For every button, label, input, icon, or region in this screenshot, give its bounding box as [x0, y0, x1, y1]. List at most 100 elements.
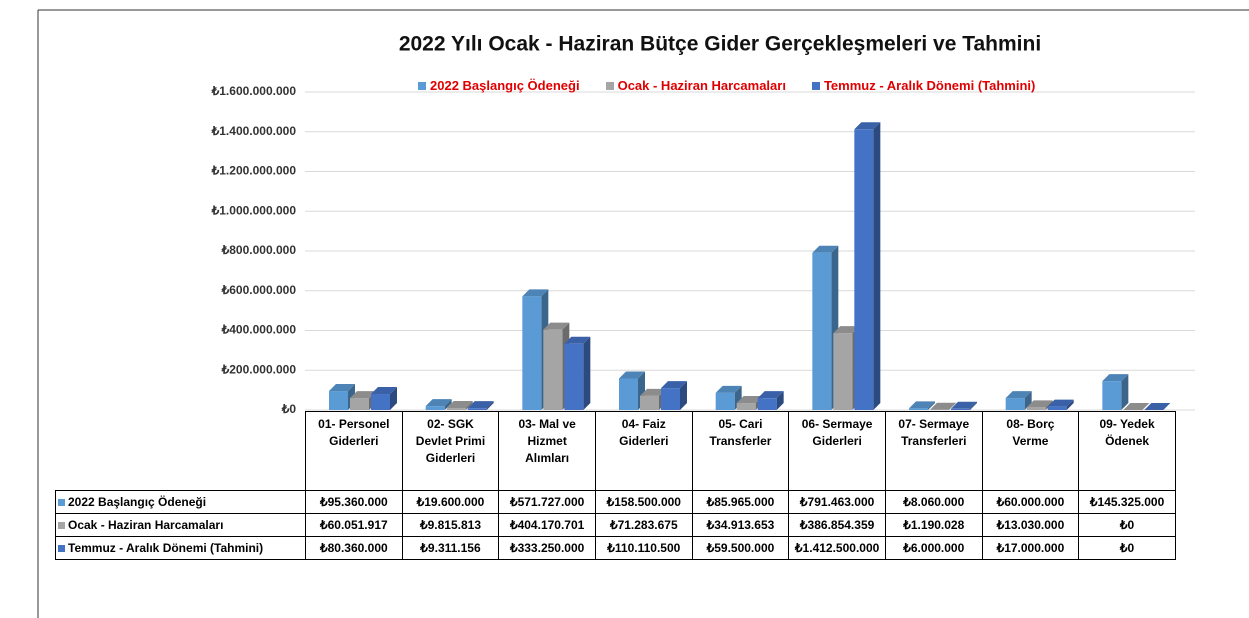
- bar-front: [757, 398, 777, 410]
- bar: [1144, 403, 1171, 410]
- data-label: ₺13.030.000: [981, 513, 1080, 537]
- data-label: ₺19.600.000: [401, 490, 500, 514]
- bar: [425, 399, 452, 410]
- data-label: ₺9.815.813: [401, 513, 500, 537]
- bar-top: [1047, 399, 1074, 407]
- data-label: ₺333.250.000: [498, 536, 596, 560]
- legend-swatch: [58, 499, 65, 506]
- series-name: Ocak - Haziran Harcamaları: [68, 518, 224, 532]
- bar-side: [486, 401, 494, 410]
- legend-label: Temmuz - Aralık Dönemi (Tahmini): [823, 78, 1036, 93]
- legend-item: Ocak - Haziran Harcamaları: [605, 78, 786, 93]
- bar-side: [1066, 399, 1074, 410]
- bar-top: [736, 396, 763, 404]
- data-table: 01- Personel Giderleri 02- SGK Devlet Pri…: [55, 411, 1176, 560]
- bar-top: [640, 388, 666, 396]
- x-tick-label: 06- Sermaye Giderleri: [788, 411, 886, 491]
- x-tick-label: 05- Cari Transferler: [691, 411, 790, 491]
- table-row: 2022 Başlangıç Ödeneği ₺95.360.000 ₺19.600…: [55, 490, 1176, 514]
- bar-front: [812, 252, 832, 410]
- series-name: 2022 Başlangıç Ödeneği: [68, 495, 207, 509]
- bar-front: [371, 394, 390, 410]
- y-tick-label: ₺800.000.000: [221, 243, 297, 257]
- bar-top: [833, 326, 860, 334]
- table-row: Ocak - Haziran Harcamaları ₺60.051.917 ₺9.…: [55, 513, 1176, 537]
- bar: [1047, 399, 1074, 410]
- series-name: Temmuz - Aralık Dönemi (Tahmini): [68, 541, 264, 555]
- y-tick-label: ₺1.200.000.000: [211, 164, 297, 178]
- bar-top: [446, 401, 473, 409]
- y-tick-label: ₺1.000.000.000: [211, 203, 297, 217]
- bar-front: [951, 408, 970, 410]
- data-label: ₺85.965.000: [691, 490, 790, 514]
- legend-label: 2022 Başlangıç Ödeneği: [430, 78, 580, 93]
- bar-top: [371, 387, 397, 395]
- data-label: ₺80.360.000: [305, 536, 403, 560]
- bar-side: [970, 401, 977, 410]
- bar-top: [543, 322, 570, 330]
- data-label: ₺8.060.000: [884, 490, 983, 514]
- bar: [564, 336, 591, 410]
- bar-top: [1144, 403, 1171, 410]
- bar-front: [1102, 381, 1122, 410]
- legend: 2022 Başlangıç Ödeneği Ocak - Haziran Har…: [418, 78, 1035, 93]
- bar-front: [1005, 398, 1025, 410]
- bar-top: [1005, 391, 1032, 399]
- table-series-cell: Temmuz - Aralık Dönemi (Tahmini): [55, 536, 306, 560]
- bar-top: [350, 391, 376, 399]
- bar-front: [564, 343, 584, 410]
- data-label: ₺0: [1078, 513, 1176, 537]
- x-tick-label: 04- Faiz Giderleri: [594, 411, 693, 491]
- y-tick-label: ₺400.000.000: [221, 323, 297, 337]
- legend-swatch: [418, 82, 426, 90]
- data-label: ₺59.500.000: [691, 536, 790, 560]
- bar-top: [564, 336, 591, 344]
- data-label: ₺404.170.701: [498, 513, 596, 537]
- bar-top: [757, 391, 784, 399]
- bar: [446, 401, 473, 410]
- bar-front: [661, 388, 680, 410]
- data-label: ₺60.000.000: [981, 490, 1080, 514]
- x-tick-label: 07- Sermaye Transferleri: [884, 411, 983, 491]
- bar-side: [873, 122, 881, 410]
- bar-top: [329, 384, 355, 392]
- table-corner: [56, 412, 306, 491]
- bar: [1123, 403, 1150, 410]
- data-label: ₺60.051.917: [305, 513, 403, 537]
- y-tick-label: ₺600.000.000: [221, 283, 297, 297]
- bar-side: [444, 399, 452, 410]
- bar: [371, 387, 397, 410]
- bar: [467, 401, 494, 410]
- bar-front: [1026, 407, 1046, 410]
- bar: [1005, 391, 1032, 410]
- bar-front: [833, 333, 853, 410]
- bar-front: [522, 296, 542, 410]
- data-label: ₺386.854.359: [788, 513, 886, 537]
- bar-top: [854, 122, 881, 130]
- data-label: ₺571.727.000: [498, 490, 596, 514]
- bar-side: [776, 391, 784, 410]
- y-tick-label: ₺1.400.000.000: [211, 124, 297, 138]
- bar-top: [1123, 403, 1150, 410]
- bar-side: [1121, 374, 1129, 410]
- bar: [909, 401, 935, 410]
- bar-front: [715, 392, 735, 410]
- bar: [854, 122, 881, 410]
- bar-top: [812, 245, 839, 253]
- bar-front: [425, 406, 445, 410]
- legend-item: Temmuz - Aralık Dönemi (Tahmini): [811, 78, 1036, 93]
- bar-side: [928, 401, 935, 410]
- bar-front: [619, 378, 638, 410]
- bar-front: [350, 398, 369, 410]
- legend-swatch: [58, 545, 65, 552]
- bar-front: [640, 395, 659, 410]
- data-label: ₺110.110.500: [594, 536, 693, 560]
- bar-side: [680, 381, 687, 410]
- bar-top: [909, 401, 935, 409]
- bar-front: [467, 408, 487, 410]
- legend-swatch: [811, 82, 820, 90]
- data-label: ₺1.190.028: [884, 513, 983, 537]
- bar-front: [736, 403, 756, 410]
